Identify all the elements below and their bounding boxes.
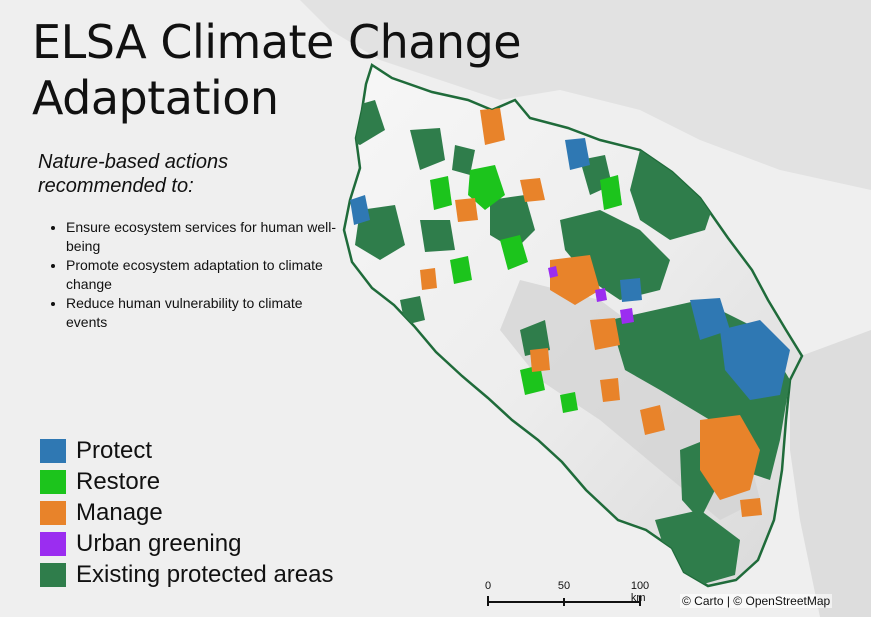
legend-label: Manage [76, 498, 163, 526]
legend-swatch [40, 469, 66, 494]
subtitle: Nature-based actions recommended to: [38, 150, 228, 198]
legend-item-restore: Restore [40, 466, 333, 497]
legend-swatch [40, 438, 66, 463]
protect-areas [350, 138, 790, 400]
title-line-1: ELSA Climate Change [32, 15, 522, 69]
subtitle-line-1: Nature-based actions [38, 151, 229, 173]
legend-label: Protect [76, 436, 153, 464]
scale-tick-label: 100 km [630, 580, 650, 604]
map-title: ELSA Climate Change Adaptation [32, 14, 522, 126]
scale-tick-label: 0 [484, 580, 492, 592]
map-attribution[interactable]: © Carto | © OpenStreetMap [680, 594, 833, 608]
legend-item-existing-protected-areas: Existing protected areas [40, 559, 333, 590]
legend-label: Urban greening [76, 529, 242, 557]
legend-swatch [40, 500, 66, 525]
legend-item-manage: Manage [40, 497, 333, 528]
nicaragua-terrain [300, 0, 871, 190]
legend-swatch [40, 562, 66, 587]
urban-greening-areas [548, 266, 634, 324]
objective-item: Promote ecosystem adaptation to climate … [66, 256, 346, 293]
scale-bar-graphic [487, 596, 641, 606]
scale-bar: 0 50 100 km [480, 577, 650, 609]
manage-areas [420, 108, 762, 517]
objective-item: Reduce human vulnerability to climate ev… [66, 294, 346, 331]
scale-tick-label: 50 [557, 580, 571, 592]
legend-swatch [40, 531, 66, 556]
legend-item-urban-greening: Urban greening [40, 528, 333, 559]
subtitle-line-2: recommended to: [38, 175, 194, 197]
legend-item-protect: Protect [40, 435, 333, 466]
panama-terrain [790, 330, 871, 617]
objectives-list: Ensure ecosystem services for human well… [50, 218, 346, 332]
legend-label: Existing protected areas [76, 560, 334, 588]
title-line-2: Adaptation [32, 71, 279, 125]
legend: Protect Restore Manage Urban greening Ex… [40, 435, 333, 590]
restore-areas [430, 165, 622, 413]
objective-item: Ensure ecosystem services for human well… [66, 218, 346, 255]
legend-label: Restore [76, 467, 161, 495]
